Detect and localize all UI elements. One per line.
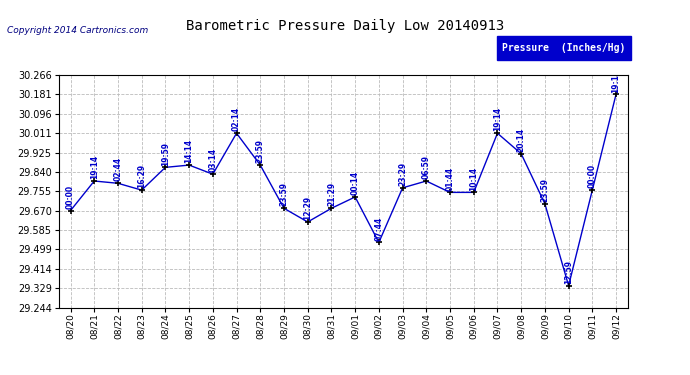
Text: 19:59: 19:59 xyxy=(161,141,170,165)
Text: 00:14: 00:14 xyxy=(351,171,359,195)
Text: 07:44: 07:44 xyxy=(375,216,384,241)
Text: Copyright 2014 Cartronics.com: Copyright 2014 Cartronics.com xyxy=(7,26,148,35)
Text: 02:14: 02:14 xyxy=(232,107,241,131)
Text: 12:29: 12:29 xyxy=(303,196,312,220)
Text: Pressure  (Inches/Hg): Pressure (Inches/Hg) xyxy=(502,43,626,53)
Text: 14:14: 14:14 xyxy=(185,139,194,163)
Text: 19:14: 19:14 xyxy=(90,155,99,179)
Text: 02:44: 02:44 xyxy=(113,158,122,182)
Text: 03:14: 03:14 xyxy=(208,148,217,172)
Text: 23:59: 23:59 xyxy=(279,183,288,207)
Text: 12:59: 12:59 xyxy=(564,260,573,284)
Text: 20:14: 20:14 xyxy=(517,128,526,152)
Text: 00:00: 00:00 xyxy=(66,184,75,209)
Text: 00:00: 00:00 xyxy=(588,164,597,188)
Text: 06:59: 06:59 xyxy=(422,155,431,179)
Text: 23:29: 23:29 xyxy=(398,162,407,186)
Text: 23:59: 23:59 xyxy=(540,178,549,202)
Text: 23:59: 23:59 xyxy=(256,139,265,163)
Text: 19:1: 19:1 xyxy=(611,74,620,93)
Text: 21:29: 21:29 xyxy=(327,182,336,207)
Text: Barometric Pressure Daily Low 20140913: Barometric Pressure Daily Low 20140913 xyxy=(186,19,504,33)
Text: 16:29: 16:29 xyxy=(137,164,146,188)
Text: 19:14: 19:14 xyxy=(493,107,502,131)
Text: 10:14: 10:14 xyxy=(469,166,478,190)
Text: 01:44: 01:44 xyxy=(446,166,455,190)
